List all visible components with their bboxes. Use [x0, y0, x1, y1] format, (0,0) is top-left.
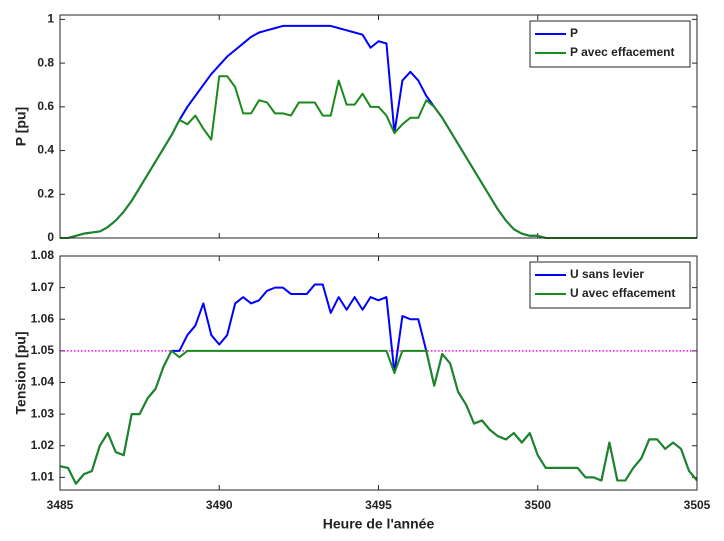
legend-label: P	[570, 26, 578, 40]
y-tick-label: 1.07	[31, 280, 55, 294]
x-tick-label: 3500	[524, 498, 551, 512]
x-tick-label: 3505	[684, 498, 711, 512]
y-tick-label: 0.2	[37, 186, 54, 200]
y-tick-label: 0.4	[37, 143, 54, 157]
x-tick-label: 3485	[47, 498, 74, 512]
legend-label: P avec effacement	[570, 45, 675, 59]
legend-box	[529, 261, 691, 309]
x-tick-label: 3490	[206, 498, 233, 512]
y-axis-label: Tension [pu]	[13, 332, 29, 415]
y-tick-label: 0	[47, 230, 54, 244]
x-tick-label: 3495	[365, 498, 392, 512]
legend-box	[529, 20, 691, 68]
y-tick-label: 1.08	[31, 248, 55, 262]
y-tick-label: 1.03	[31, 406, 55, 420]
y-tick-label: 0.6	[37, 99, 54, 113]
x-axis-label: Heure de l'année	[323, 516, 435, 532]
legend-label: U avec effacement	[570, 286, 675, 300]
y-tick-label: 1.04	[31, 375, 55, 389]
legend-label: U sans levier	[570, 267, 644, 281]
y-tick-label: 1.01	[31, 470, 55, 484]
axes-frame	[59, 14, 698, 239]
y-tick-label: 1.02	[31, 438, 55, 452]
y-tick-label: 0.8	[37, 55, 54, 69]
y-axis-label: P [pu]	[13, 107, 29, 146]
data-line	[59, 349, 698, 485]
y-tick-label: 1.06	[31, 311, 55, 325]
y-tick-label: 1	[47, 12, 54, 26]
axes-frame	[59, 255, 698, 491]
y-tick-label: 1.05	[31, 343, 55, 357]
